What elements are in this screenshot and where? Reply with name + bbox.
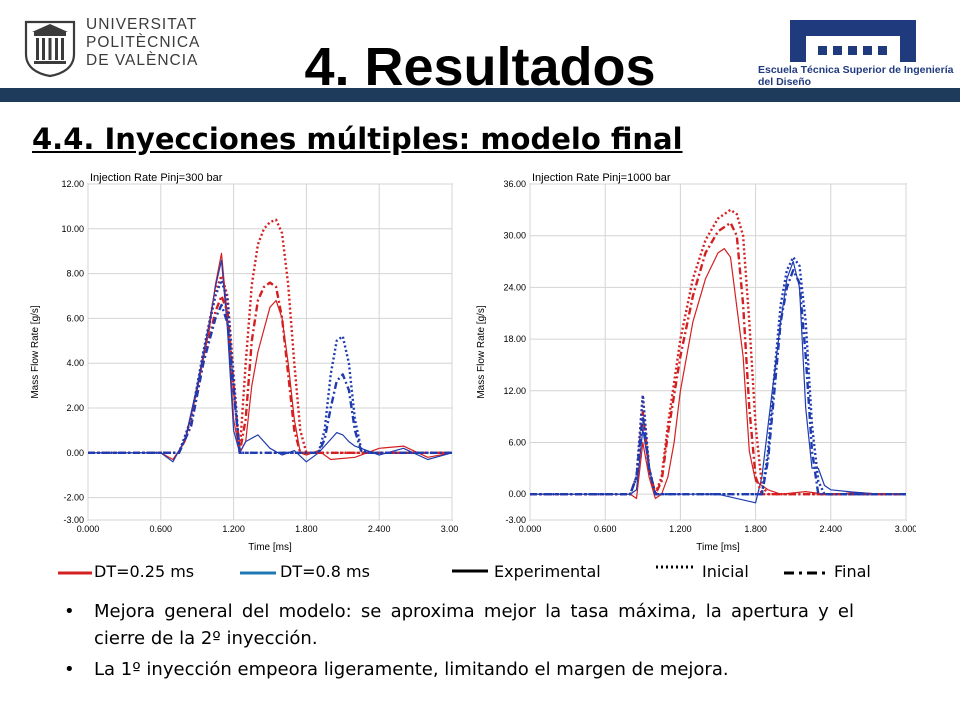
legend-label: DT=0.8 ms — [280, 562, 370, 581]
legend-label: Final — [834, 562, 871, 581]
x-tick-label: 0.000 — [77, 524, 100, 534]
legend-swatch — [656, 565, 694, 568]
legend-item-final: Final — [782, 562, 871, 586]
chart-grid — [87, 183, 453, 521]
x-axis-label: Time [ms] — [696, 542, 740, 553]
chart-300-bar: 0.000 0.600 1.200 1.800 2.400 3.000 -3.00 -2.00… — [30, 172, 458, 553]
series-line-solid — [530, 247, 906, 500]
page-title: 4. Resultados — [304, 37, 656, 97]
y-tick-label: 6.00 — [508, 437, 526, 447]
chart-title: Injection Rate Pinj=300 bar — [90, 172, 223, 184]
chart-title: Injection Rate Pinj=1000 bar — [532, 172, 671, 184]
y-axis-label: Mass Flow Rate [g/s] — [30, 305, 41, 399]
x-tick-label: 0.000 — [519, 524, 542, 534]
y-tick-label: 8.00 — [66, 269, 84, 279]
y-tick-label: 12.00 — [503, 386, 526, 396]
x-tick-label: 3.000 — [895, 524, 916, 534]
legend-item-inicial: Inicial — [654, 562, 749, 586]
series-line-dashdot — [530, 221, 906, 496]
list-item: Mejora general del modelo: se aproxima m… — [62, 598, 854, 652]
y-tick-label: 6.00 — [66, 313, 84, 323]
legend-item-dt-025: DT=0.25 ms — [58, 562, 194, 586]
y-tick-label: 24.00 — [503, 282, 526, 292]
y-tick-label: 0.00 — [508, 489, 526, 499]
x-tick-label: 2.400 — [368, 524, 391, 534]
y-tick-label: 36.00 — [503, 179, 526, 189]
summary-list: Mejora general del modelo: se aproxima m… — [62, 598, 854, 687]
university-seal-icon — [24, 20, 76, 78]
x-axis-label: Time [ms] — [248, 542, 292, 553]
chart-series — [88, 218, 453, 463]
legend-swatch — [452, 569, 488, 572]
chart-plot-area — [87, 183, 453, 521]
legend-item-experimental: Experimental — [450, 562, 601, 586]
y-tick-label: 2.00 — [66, 403, 84, 413]
y-tick-label: 10.00 — [61, 224, 84, 234]
legend-swatch — [240, 571, 276, 574]
chart-ticks: 0.000 0.600 1.200 1.800 2.400 3.000 -3.00 -2.00… — [61, 179, 458, 534]
y-tick-label: 12.00 — [61, 179, 84, 189]
x-tick-label: 1.800 — [744, 524, 767, 534]
y-tick-label: -2.00 — [63, 493, 84, 503]
x-tick-label: 3.000 — [441, 524, 458, 534]
series-line-dashdot — [88, 281, 452, 454]
legend-swatch — [58, 571, 92, 574]
legend-label: Inicial — [702, 562, 749, 581]
legend-label: Experimental — [494, 562, 601, 581]
series-line-solid — [530, 260, 906, 504]
x-tick-label: 1.200 — [669, 524, 692, 534]
school-name: Escuela Técnica Superior de Ingeniería d… — [758, 64, 954, 88]
university-line-3: DE VALÈNCIA — [86, 52, 199, 69]
x-tick-label: 0.600 — [150, 524, 173, 534]
series-line-dashdot — [530, 268, 906, 496]
chart-plot-area — [529, 183, 907, 521]
header-bar — [0, 88, 960, 102]
y-axis-label: Mass Flow Rate [g/s] — [476, 305, 487, 399]
y-tick-label: 4.00 — [66, 358, 84, 368]
legend-swatch — [784, 571, 828, 574]
university-name: UNIVERSITAT POLITÈCNICA DE VALÈNCIA — [86, 16, 200, 70]
list-item: La 1º inyección empeora ligeramente, lim… — [62, 656, 854, 683]
series-line-dashdot — [88, 303, 452, 454]
y-tick-label: 18.00 — [503, 334, 526, 344]
legend-item-dt-08: DT=0.8 ms — [240, 562, 370, 586]
university-line-2: POLITÈCNICA — [86, 34, 201, 51]
chart-1000-bar: 0.000 0.600 1.200 1.800 2.400 3.000 -3.00 0.00 6… — [476, 172, 916, 553]
y-tick-label: 30.00 — [503, 231, 526, 241]
y-tick-label: 0.00 — [66, 448, 84, 458]
x-tick-label: 1.200 — [222, 524, 245, 534]
x-tick-label: 1.800 — [295, 524, 318, 534]
school-building-icon — [790, 20, 916, 62]
y-tick-label: -3.00 — [63, 515, 84, 525]
university-line-1: UNIVERSITAT — [86, 16, 198, 33]
y-tick-label: -3.00 — [505, 515, 526, 525]
x-tick-label: 2.400 — [820, 524, 843, 534]
chart-series — [530, 208, 906, 504]
x-tick-label: 0.600 — [594, 524, 617, 534]
legend-label: DT=0.25 ms — [94, 562, 195, 581]
chart-ticks: 0.000 0.600 1.200 1.800 2.400 3.000 -3.00 0.00 6… — [503, 179, 916, 534]
section-subtitle: 4.4. Inyecciones múltiples: modelo final — [32, 122, 683, 156]
